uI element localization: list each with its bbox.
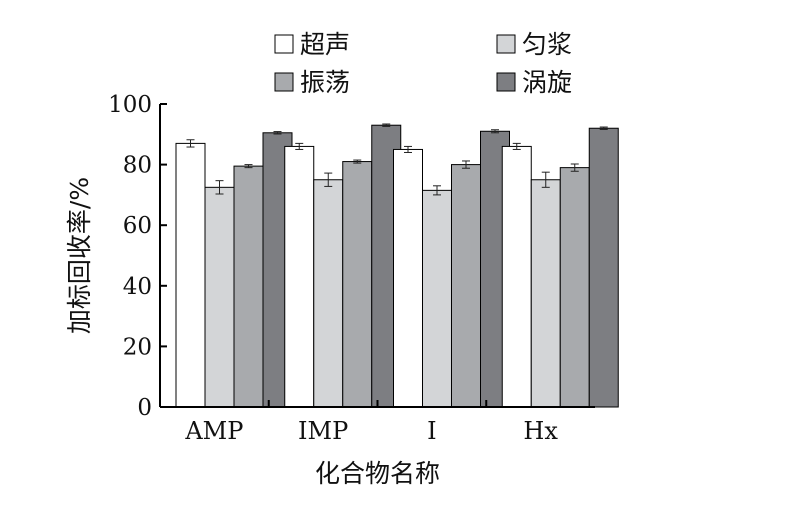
legend-label: 涡旋 — [522, 68, 572, 97]
error-bar — [433, 185, 441, 196]
y-tick-label: 0 — [137, 395, 152, 421]
bar-振荡-IMP — [342, 161, 373, 408]
error-bar — [599, 126, 608, 130]
legend-item-匀浆: 匀浆 — [496, 30, 572, 59]
error-bar — [186, 139, 195, 148]
error-bar — [273, 131, 282, 135]
x-axis-title: 化合物名称 — [315, 459, 440, 488]
y-tick-label: 100 — [108, 92, 152, 118]
error-bar — [541, 171, 550, 188]
x-ticks: AMP IMP I Hx — [184, 400, 558, 445]
bar-匀浆-AMP — [204, 186, 235, 408]
error-bar — [404, 145, 412, 153]
y-tick-label: 40 — [123, 274, 152, 300]
bar-超声-AMP — [175, 142, 206, 408]
error-bar — [570, 163, 579, 172]
x-tick-label: AMP — [184, 417, 243, 445]
bar-振荡-AMP — [233, 165, 264, 408]
legend-swatch — [496, 72, 516, 92]
bar-振荡-I — [451, 164, 481, 408]
legend-swatch — [274, 34, 294, 54]
legend-label: 超声 — [300, 30, 350, 59]
bar-匀浆-IMP — [313, 179, 344, 408]
y-tick-label: 60 — [123, 213, 152, 239]
y-tick-label: 20 — [123, 334, 152, 360]
legend-swatch — [496, 34, 516, 54]
x-tick-label: Hx — [523, 417, 558, 445]
y-tick-label: 80 — [123, 153, 152, 179]
legend-label: 匀浆 — [522, 30, 572, 59]
legend-item-涡旋: 涡旋 — [496, 68, 572, 97]
bar-匀浆-Hx — [530, 179, 561, 408]
error-bar — [462, 160, 470, 169]
legend-label: 振荡 — [300, 68, 350, 97]
y-axis-title: 加标回收率/% — [65, 177, 94, 334]
x-tick-label: I — [427, 417, 436, 445]
error-bar — [215, 180, 224, 195]
legend-item-振荡: 振荡 — [274, 68, 350, 97]
error-bar — [491, 129, 499, 134]
error-bar — [324, 172, 333, 187]
error-bar — [244, 164, 253, 169]
error-bar — [512, 142, 521, 150]
bar-振荡-Hx — [559, 167, 590, 408]
y-ticks: 0 20 40 60 80 100 — [108, 92, 167, 421]
bar-超声-Hx — [501, 145, 532, 408]
bar-超声-I — [393, 148, 423, 408]
legend-swatch — [274, 72, 294, 92]
error-bar — [382, 123, 391, 127]
error-bar — [353, 159, 362, 164]
bar-超声-IMP — [284, 145, 315, 408]
bars — [175, 123, 619, 408]
bar-涡旋-Hx — [588, 127, 619, 408]
x-tick-label: IMP — [298, 417, 348, 445]
error-bar — [295, 142, 304, 150]
legend-item-超声: 超声 — [274, 30, 350, 59]
bar-匀浆-I — [422, 189, 452, 408]
